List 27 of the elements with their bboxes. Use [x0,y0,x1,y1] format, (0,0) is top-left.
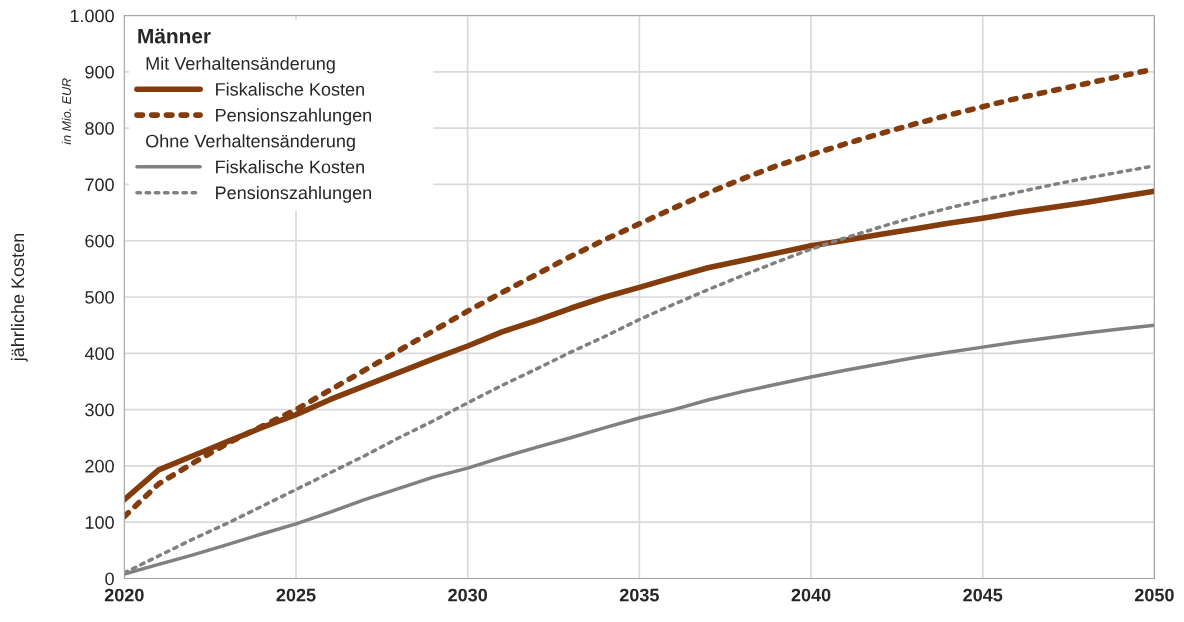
legend-label: Fiskalische Kosten [216,160,364,174]
x-tick-label: 2030 [448,588,488,602]
legend-label: Pensionszahlungen [216,108,372,126]
x-tick-label: 2020 [104,588,144,602]
x-tick-label: 2040 [791,588,831,602]
y-tick-label: 500 [85,290,114,304]
y-tick-label: 900 [85,65,114,79]
legend-label: Pensionszahlungen [216,185,372,203]
legend-title: Männer [138,28,211,44]
x-tick-label: 2035 [619,588,659,602]
legend-label: Fiskalische Kosten [216,82,364,96]
annotation: Mit Verhaltensänderung [146,56,335,74]
y-tick-label: 700 [85,178,114,192]
y-axis-title: jährliche Kosten [10,233,28,362]
text: in Mio. EUR [61,78,72,145]
y-tick-label: 600 [85,234,114,248]
y-tick-label: 100 [85,516,114,529]
y-tick-label: 800 [85,122,114,135]
x-tick-label: 2045 [963,588,1003,602]
y-tick-label: 0 [105,572,114,586]
y-tick-label: 300 [85,403,114,417]
y-tick-label: 200 [85,459,114,473]
y-tick-label: 400 [84,347,114,361]
x-tick-label: 2025 [276,588,316,602]
y-tick-label: 1.000 [70,9,114,23]
annotation: Ohne Verhaltensänderung [146,134,355,152]
x-tick-label: 2050 [1134,588,1174,602]
